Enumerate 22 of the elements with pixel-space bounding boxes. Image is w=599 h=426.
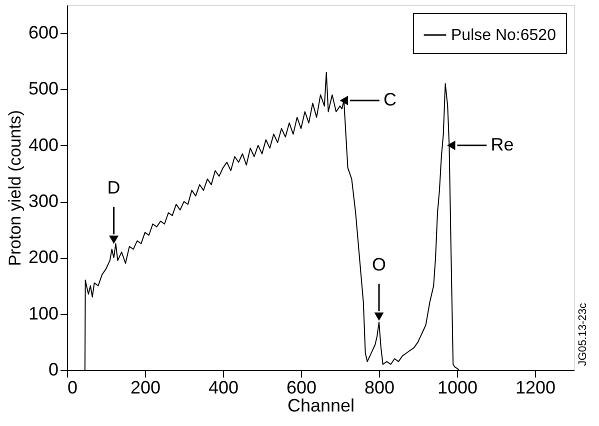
x-tick-label: 1200	[515, 378, 556, 398]
legend-label: Pulse No:6520	[451, 27, 556, 44]
x-tick-label: 800	[364, 378, 395, 398]
y-tick-label: 300	[28, 191, 58, 212]
x-tick-label: 400	[208, 378, 239, 398]
y-tick-label: 600	[28, 22, 58, 43]
annotation: Re	[490, 134, 514, 154]
annotation: D	[107, 178, 120, 198]
x-tick-label: 200	[130, 378, 161, 398]
y-tick-label: 400	[28, 134, 58, 155]
x-tick-label: 0	[68, 378, 78, 398]
x-axis-title: Channel	[287, 396, 355, 416]
annotation: C	[383, 89, 396, 110]
annotation: O	[372, 254, 386, 275]
y-tick-label: 0	[48, 360, 58, 380]
y-tick-label: 200	[28, 247, 58, 268]
x-tick-label: 1000	[437, 378, 478, 398]
y-tick-label: 500	[28, 78, 58, 99]
x-tick-label: 600	[286, 378, 317, 398]
y-tick-label: 100	[28, 303, 58, 324]
y-axis-title: Proton yield (counts)	[5, 110, 24, 266]
text: JG05.13-23c	[577, 302, 589, 366]
